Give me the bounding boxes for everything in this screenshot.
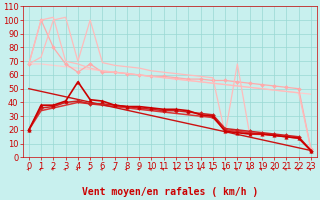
X-axis label: Vent moyen/en rafales ( km/h ): Vent moyen/en rafales ( km/h ) — [82, 187, 258, 197]
